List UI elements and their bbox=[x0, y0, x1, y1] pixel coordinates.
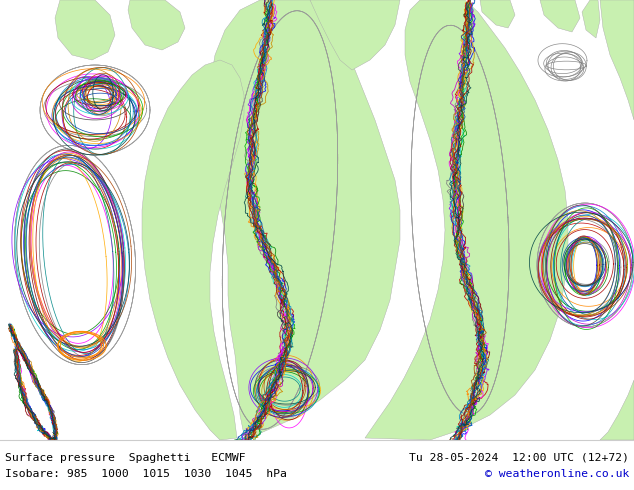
Text: Surface pressure  Spaghetti   ECMWF: Surface pressure Spaghetti ECMWF bbox=[5, 452, 246, 463]
Polygon shape bbox=[540, 0, 580, 32]
Polygon shape bbox=[208, 0, 400, 440]
Polygon shape bbox=[128, 0, 185, 50]
Text: © weatheronline.co.uk: © weatheronline.co.uk bbox=[484, 469, 629, 479]
Polygon shape bbox=[310, 0, 400, 70]
Polygon shape bbox=[600, 0, 634, 120]
Polygon shape bbox=[55, 0, 115, 60]
Polygon shape bbox=[582, 0, 600, 38]
Text: Isobare: 985  1000  1015  1030  1045  hPa: Isobare: 985 1000 1015 1030 1045 hPa bbox=[5, 469, 287, 479]
Polygon shape bbox=[142, 60, 244, 440]
Polygon shape bbox=[365, 0, 568, 440]
Polygon shape bbox=[600, 380, 634, 440]
Text: Tu 28-05-2024  12:00 UTC (12+72): Tu 28-05-2024 12:00 UTC (12+72) bbox=[409, 452, 629, 463]
Polygon shape bbox=[480, 0, 515, 28]
